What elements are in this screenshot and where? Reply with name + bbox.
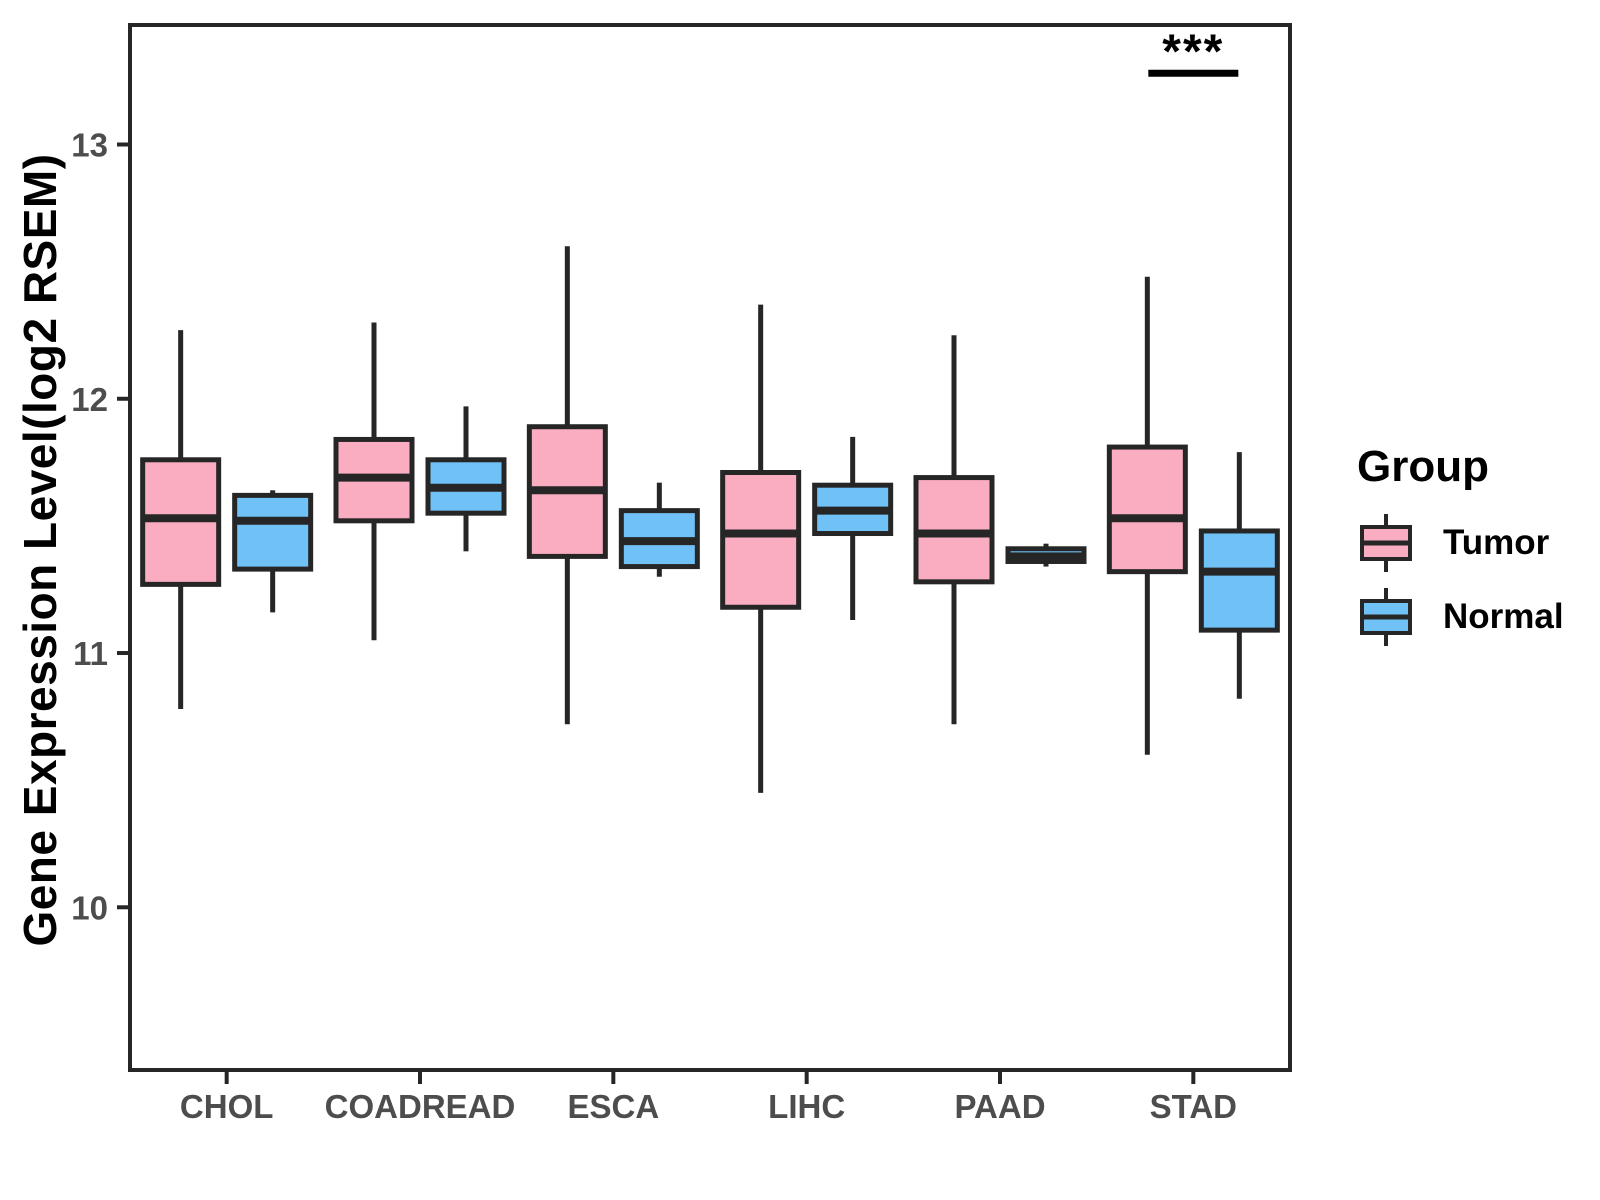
x-tick-label-lihc: LIHC [768,1088,845,1125]
legend-item-tumor: Tumor [1357,514,1564,572]
box-lihc-tumor [720,304,802,793]
tumor-boxplot-key-icon [1360,514,1412,572]
panel-border [128,23,1292,1072]
box-coadread-normal [425,406,507,552]
x-tick-label-chol: CHOL [180,1088,274,1125]
box-lihc-normal [812,436,894,620]
iqr-box [1198,528,1280,633]
iqr-box [720,469,802,610]
x-tick-label-esca: ESCA [567,1088,659,1125]
x-tick-label-coadread: COADREAD [325,1088,516,1125]
box-paad-tumor [913,335,995,725]
legend-item-normal: Normal [1357,588,1564,646]
box-esca-normal [618,482,700,577]
box-chol-tumor [140,330,222,709]
y-tick-label-10: 10 [71,889,108,926]
legend-label-normal: Normal [1443,597,1564,636]
y-axis-title: Gene Expression Level(log2 RSEM) [14,153,66,947]
y-tick-label-11: 11 [73,635,108,672]
box-stad-normal [1198,452,1280,699]
box-chol-normal [232,490,314,613]
y-tick-label-13: 13 [71,127,108,164]
box-stad-tumor [1106,276,1188,755]
legend: Group Tumor Normal [1357,442,1564,662]
legend-label-tumor: Tumor [1443,523,1550,562]
normal-boxplot-key-icon [1360,588,1412,646]
box-esca-tumor [526,246,608,725]
legend-title: Group [1357,442,1489,491]
box-paad-normal [1005,543,1087,567]
x-tick-label-paad: PAAD [954,1088,1045,1125]
significance-stars: *** [1162,25,1224,78]
iqr-box [1106,444,1188,575]
box-coadread-tumor [333,322,415,641]
iqr-box [232,492,314,572]
x-tick-label-stad: STAD [1150,1088,1237,1125]
y-tick-label-12: 12 [71,381,108,418]
